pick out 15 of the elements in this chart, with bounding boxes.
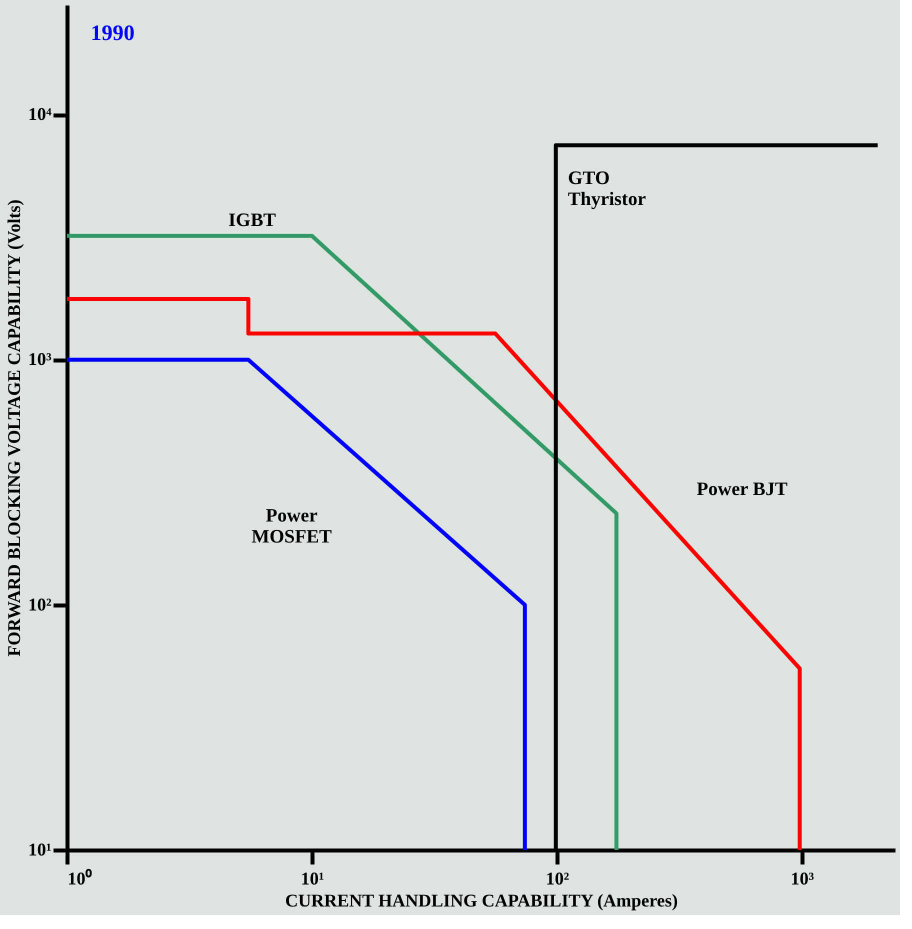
y-axis-title: FORWARD BLOCKING VOLTAGE CAPABILITY (Volts) [4, 199, 24, 657]
annotation: GTO Thyristor [568, 168, 647, 210]
x-axis-title: CURRENT HANDLING CAPABILITY (Amperes) [285, 890, 678, 910]
text: 1990 [90, 20, 135, 45]
x-tick-label: 10³ [790, 868, 815, 888]
y-tick-label: 10¹ [28, 840, 52, 860]
y-tick-label: 10² [28, 594, 52, 614]
annotation: Power MOSFET [252, 506, 332, 548]
x-tick-label: 10⁰ [68, 868, 92, 888]
x-tick-label: 10² [546, 868, 570, 888]
x-tick-label: 10¹ [300, 868, 324, 888]
y-tick-label: 10³ [28, 349, 52, 370]
y-tick-label: 10⁴ [28, 104, 52, 124]
annotation: IGBT [228, 210, 276, 231]
annotation: Power BJT [696, 478, 788, 500]
